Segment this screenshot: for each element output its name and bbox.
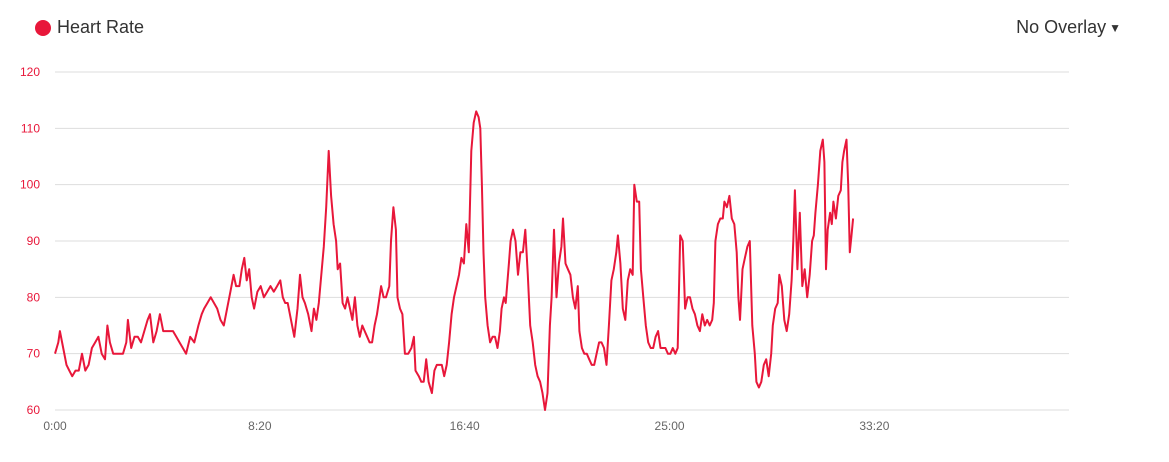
x-axis-ticks: 0:00 8:20 16:40 25:00 33:20 (43, 419, 889, 433)
legend-label: Heart Rate (57, 17, 145, 37)
overlay-label: No Overlay (1016, 17, 1107, 37)
x-tick-label: 0:00 (43, 419, 67, 433)
x-tick-label: 25:00 (655, 419, 685, 433)
chart-header: Heart Rate No Overlay ▼ (0, 0, 1169, 56)
legend[interactable]: Heart Rate (35, 17, 144, 38)
y-axis-ticks: 60 70 80 90 100 110 120 (20, 65, 40, 417)
y-tick-label: 120 (20, 65, 40, 79)
caret-down-icon: ▼ (1109, 20, 1121, 35)
y-tick-label: 60 (27, 403, 41, 417)
x-tick-label: 8:20 (248, 419, 272, 433)
heart-rate-line (54, 110, 855, 411)
circle-icon (35, 19, 51, 36)
y-tick-label: 90 (27, 234, 41, 248)
overlay-dropdown[interactable]: No Overlay ▼ (1016, 17, 1121, 38)
y-tick-label: 70 (27, 347, 41, 361)
x-tick-label: 33:20 (859, 419, 889, 433)
y-tick-label: 100 (20, 178, 40, 192)
y-tick-label: 110 (21, 121, 40, 135)
y-tick-label: 80 (27, 290, 41, 304)
series-layer (54, 110, 855, 411)
x-tick-label: 16:40 (450, 419, 480, 433)
